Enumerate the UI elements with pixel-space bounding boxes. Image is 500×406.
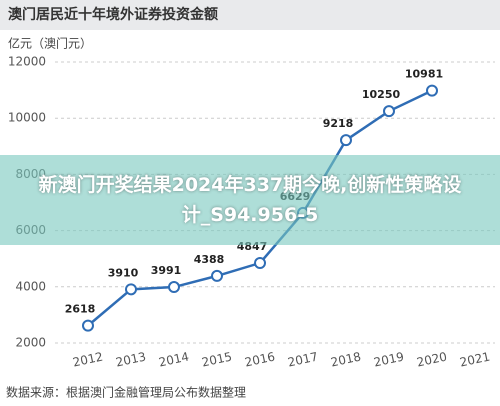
y-axis-label: 亿元（澳门元） [8, 36, 92, 51]
marker [82, 319, 94, 332]
overlay-text: 新澳门开奖结果2024年337期今晚,创新性策略设计_S94.956-5 [38, 174, 462, 226]
y-tick-label: 2000 [15, 336, 46, 350]
title-bar [0, 0, 500, 30]
x-tick-label: 2020 [416, 349, 449, 369]
x-tick-label: 2015 [201, 349, 234, 369]
x-tick-label: 2021 [459, 349, 492, 369]
data-label: 4388 [194, 253, 225, 266]
data-label: 3910 [108, 266, 139, 279]
marker [254, 256, 266, 269]
marker [125, 283, 137, 296]
data-label: 3991 [151, 264, 182, 277]
x-tick-label: 2013 [115, 349, 148, 369]
marker [426, 84, 438, 97]
marker [340, 134, 352, 147]
y-tick-label: 12000 [8, 55, 46, 69]
x-tick-label: 2012 [72, 349, 105, 369]
x-tick-label: 2017 [287, 349, 320, 369]
marker [383, 105, 395, 118]
y-tick-label: 10000 [8, 111, 46, 125]
marker [168, 281, 180, 294]
data-label: 2618 [65, 303, 96, 316]
marker [211, 269, 223, 282]
data-label: 9218 [323, 117, 354, 130]
x-tick-label: 2018 [330, 349, 363, 369]
chart-title: 澳门居民近十年境外证券投资金额 [8, 6, 218, 23]
x-tick-label: 2019 [373, 349, 406, 369]
data-label: 10981 [405, 68, 443, 81]
x-tick-label: 2016 [244, 349, 277, 369]
data-label: 10250 [362, 88, 401, 101]
source: 数据来源：根据澳门金融管理局公布数据整理 [6, 385, 246, 400]
overlay-banner: 新澳门开奖结果2024年337期今晚,创新性策略设计_S94.956-5 [0, 155, 500, 245]
x-tick-label: 2014 [158, 349, 191, 369]
y-tick-label: 4000 [15, 279, 46, 293]
